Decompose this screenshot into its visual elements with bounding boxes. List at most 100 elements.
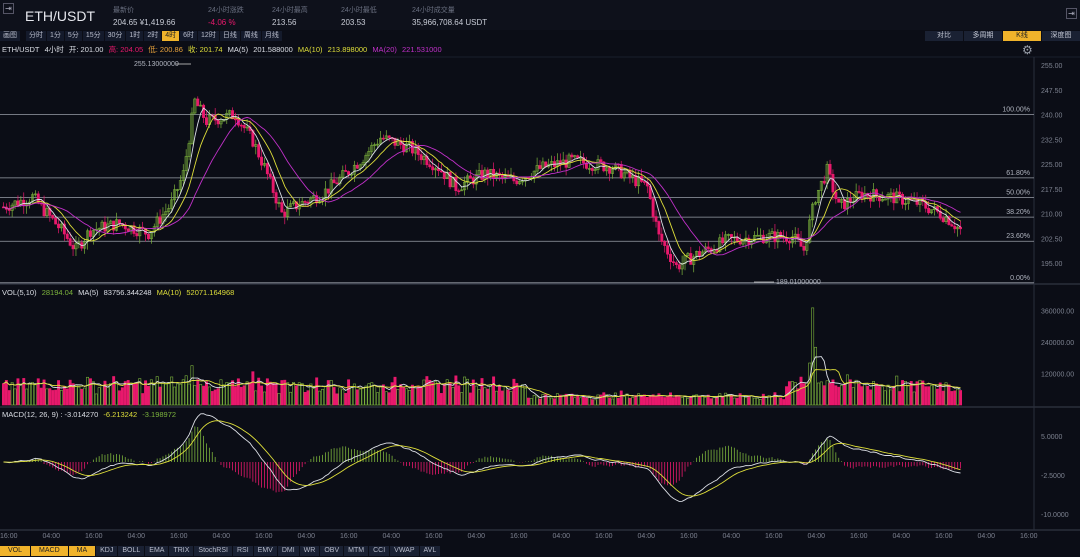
stat-label: 24小时成交量 (412, 7, 455, 14)
period-button-12[interactable]: 周线 (240, 31, 261, 41)
time-tick: 04:00 (807, 533, 826, 540)
indicator-stochrsi[interactable]: StochRSI (194, 546, 232, 556)
time-tick: 16:00 (255, 533, 273, 540)
view-tab-0[interactable]: 对比 (925, 31, 963, 41)
vol-ma5: 83756.344248 (103, 288, 152, 297)
view-tab-2[interactable]: K线 (1003, 31, 1041, 41)
indicator-boll[interactable]: BOLL (118, 546, 145, 556)
time-tick: 16:00 (340, 533, 358, 540)
stat-label: 24小时涨跌 (208, 7, 244, 14)
info-ma20-label: MA(20) (372, 45, 397, 54)
indicator-ema[interactable]: EMA (145, 546, 169, 556)
stat-2: 24小时最高 213.56 (272, 5, 308, 27)
volume-info: VOL(5,10) 28194.04 MA(5) 83756.344248 MA… (2, 288, 237, 297)
vol-value: 28194.04 (41, 288, 73, 297)
vol-ma10: 52071.164968 (186, 288, 235, 297)
volume-tick: 360000.00 (1041, 309, 1074, 316)
time-tick: 16:00 (1020, 533, 1038, 540)
period-button-13[interactable]: 月线 (261, 31, 282, 41)
period-button-6[interactable]: 1时 (126, 31, 144, 41)
high-marker: 255.13000000 (134, 61, 179, 68)
vol-ma10-label: MA(10) (156, 288, 182, 297)
time-tick: 16:00 (0, 533, 18, 540)
time-tick: 04:00 (467, 533, 486, 540)
period-button-5[interactable]: 30分 (104, 31, 126, 41)
time-tick: 04:00 (382, 533, 401, 540)
info-close: 收: 201.74 (187, 45, 223, 54)
vol-ma10-line (3, 368, 961, 398)
info-ma10: 213.898000 (327, 45, 368, 54)
time-axis: 16:00 04:00 16:00 04:00 16:00 04:00 16:00 04:00… (0, 533, 1080, 543)
indicator-wr[interactable]: WR (299, 546, 320, 556)
period-button-9[interactable]: 6时 (180, 31, 198, 41)
info-pair: ETH/USDT (2, 45, 40, 54)
stat-label: 24小时最低 (341, 7, 377, 14)
period-button-2[interactable]: 1分 (47, 31, 64, 41)
price-tick: 232.50 (1041, 137, 1063, 144)
period-button-3[interactable]: 5分 (64, 31, 82, 41)
indicator-avl[interactable]: AVL (419, 546, 441, 556)
stat-0: 最新价 204.65 ¥1,419.66 (113, 5, 175, 27)
info-ma5: 201.588000 (253, 45, 293, 54)
time-tick: 16:00 (170, 533, 188, 540)
period-button-0[interactable]: 画图 (0, 31, 20, 41)
macd-dif-line (3, 413, 961, 502)
stat-value: 213.56 (272, 18, 297, 27)
time-tick: 04:00 (212, 533, 231, 540)
collapse-left-icon[interactable]: ⇥ (3, 3, 14, 14)
indicator-vwap[interactable]: VWAP (390, 546, 419, 556)
stat-4: 24小时成交量 35,966,708.64 USDT (412, 5, 487, 27)
info-ma20: 221.531000 (402, 45, 442, 54)
volume-tick: 240000.00 (1041, 340, 1074, 347)
stat-1: 24小时涨跌 -4.06 % (208, 5, 244, 27)
indicator-obv[interactable]: OBV (320, 546, 344, 556)
indicator-dmi[interactable]: DMI (277, 546, 299, 556)
time-tick: 16:00 (595, 533, 613, 540)
fib-label: 23.60% (1006, 233, 1030, 240)
view-tab-1[interactable]: 多周期 (964, 31, 1002, 41)
macd-histogram (5, 426, 961, 493)
stat-value: 204.65 ¥1,419.66 (113, 18, 176, 27)
indicator-macd[interactable]: MACD (31, 546, 68, 556)
collapse-right-icon[interactable]: ⇥ (1066, 8, 1077, 19)
fib-label: 50.00% (1006, 190, 1030, 197)
indicator-vol[interactable]: VOL (0, 546, 31, 556)
time-tick: 04:00 (42, 533, 61, 540)
info-open: 开: 201.00 (68, 45, 104, 54)
candles (1, 96, 963, 276)
stat-label: 24小时最高 (272, 7, 308, 14)
indicator-mtm[interactable]: MTM (344, 546, 369, 556)
indicator-rsi[interactable]: RSI (232, 546, 253, 556)
settings-gear-icon[interactable]: ⚙ (1022, 43, 1033, 57)
period-button-8[interactable]: 4时 (162, 31, 180, 41)
macd-tick: 5.0000 (1041, 434, 1063, 441)
macd-hist: -3.198972 (142, 410, 177, 419)
vol-ma5-line (3, 356, 961, 399)
indicator-emv[interactable]: EMV (253, 546, 277, 556)
period-button-7[interactable]: 2时 (144, 31, 162, 41)
view-tab-3[interactable]: 深度图 (1042, 31, 1080, 41)
info-ma5-label: MA(5) (227, 45, 249, 54)
price-tick: 202.50 (1041, 236, 1063, 243)
period-button-1[interactable]: 分时 (26, 31, 46, 41)
fib-label: 61.80% (1006, 170, 1030, 177)
price-tick: 195.00 (1041, 261, 1063, 268)
time-tick: 16:00 (425, 533, 443, 540)
stat-value: 35,966,708.64 USDT (412, 18, 488, 27)
period-button-10[interactable]: 12时 (198, 31, 219, 41)
indicator-ma[interactable]: MA (68, 546, 96, 556)
time-tick: 04:00 (552, 533, 571, 540)
indicator-trix[interactable]: TRIX (169, 546, 194, 556)
time-tick: 04:00 (297, 533, 316, 540)
time-tick: 04:00 (977, 533, 996, 540)
indicator-kdj[interactable]: KDJ (96, 546, 118, 556)
period-button-4[interactable]: 15分 (82, 31, 104, 41)
fib-label: 0.00% (1010, 275, 1030, 282)
ma10-line (3, 113, 961, 262)
time-tick: 16:00 (510, 533, 528, 540)
price-tick: 247.50 (1041, 88, 1063, 95)
period-button-11[interactable]: 日线 (219, 31, 240, 41)
ma20-line (3, 116, 961, 256)
indicator-cci[interactable]: CCI (369, 546, 390, 556)
